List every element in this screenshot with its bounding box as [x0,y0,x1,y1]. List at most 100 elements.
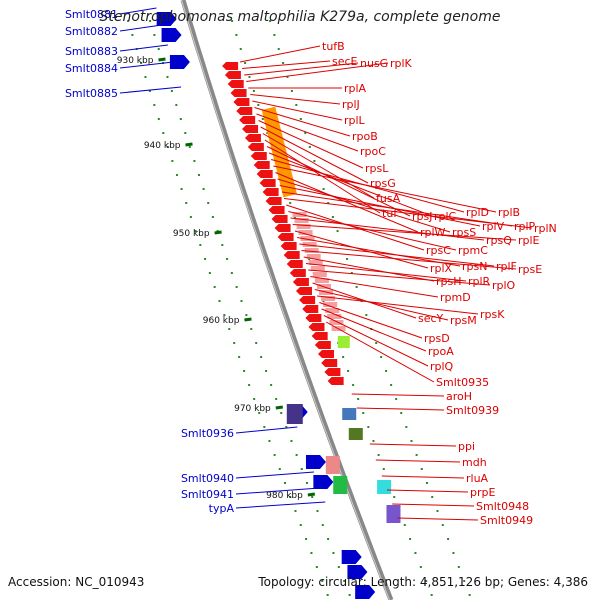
gene-label: rpsG [370,177,396,190]
guide-dot [295,104,298,106]
guide-dot [283,482,286,484]
gene-label-line [239,45,321,63]
guide-dot [452,552,455,554]
gene-label-line [325,321,435,383]
reverse-gene [222,62,239,70]
guide-dot [290,90,293,92]
guide-dot [184,132,187,134]
gene-label: rplO [492,279,516,292]
guide-dot [405,426,408,428]
gene-label: Smlt0882 [65,25,118,38]
guide-dot [255,342,258,344]
reverse-gene [230,89,247,97]
gene-label-line [381,475,465,479]
forward-gene [313,475,334,489]
gene-label: Smlt0936 [181,427,234,440]
guide-dot [321,524,324,526]
gene-label-line [277,178,451,233]
map-title: Stenotrophomonas maltophilia K279a, comp… [99,9,501,25]
gene-label-line [266,146,411,217]
guide-dot [260,356,263,358]
guide-dot [127,20,130,22]
guide-dot [347,370,350,372]
guide-dot [221,244,224,246]
gene-label-line [279,185,481,227]
gene-label-line [119,7,157,15]
guide-dot [286,76,289,78]
gene-label-line [119,24,162,32]
topology-label: Topology: circular; Length: 4,851,126 bp… [258,575,588,589]
gene-label: rplJ [342,98,360,111]
guide-dot [365,314,368,316]
guide-dot [245,314,248,316]
reverse-gene [311,332,328,340]
gene-label: rplX [430,262,453,275]
gene-label: aroH [446,390,472,403]
guide-dot [189,216,192,218]
guide-dot [377,454,380,456]
feature-block [294,218,309,223]
guide-dot [282,62,285,64]
reverse-gene [259,179,276,187]
gene-label: rpmC [458,244,488,257]
feature-block [298,230,313,235]
guide-dot [166,146,169,148]
feature-block [306,254,321,259]
guide-dot [372,440,375,442]
guide-dot [223,314,226,316]
reverse-gene [224,71,241,79]
gene-label-line [283,198,533,229]
feature-block [314,278,329,283]
reverse-gene [308,323,325,331]
guide-dot [385,370,388,372]
gene-label-line [254,107,351,137]
gene-label: rplP [514,220,536,233]
guide-dot [352,384,355,386]
guide-dot [248,76,251,78]
guide-dot [355,286,358,288]
guide-dot [252,90,255,92]
guide-dot [295,454,298,456]
guide-dot [250,328,253,330]
guide-dot [463,580,466,582]
gene-label-line [242,60,331,69]
gene-label-line [297,237,461,267]
guide-dot [157,118,160,120]
guide-dot [202,188,205,190]
guide-dot [457,566,460,568]
gene-label: rplB [498,206,520,219]
guide-dot [188,146,191,148]
guide-dot [157,48,160,50]
gene-label-line [323,315,429,367]
guide-dot [337,566,340,568]
gene-label-line [290,217,485,241]
gene-label-line [310,276,439,298]
gene-label: Smlt0939 [446,404,499,417]
gene-label-line [275,172,419,233]
reverse-gene [321,359,338,367]
guide-dot [362,412,365,414]
guide-dot [468,594,471,596]
guide-dot [294,510,297,512]
reverse-gene [314,341,331,349]
accession-label: Accession: NC_010943 [8,575,145,589]
guide-dot [410,440,413,442]
guide-dot [393,496,396,498]
reverse-gene [302,305,319,313]
guide-dot [441,524,444,526]
reverse-gene [324,368,341,376]
reverse-gene [318,350,335,358]
gene-label: tufB [322,40,345,53]
guide-dot [213,286,216,288]
guide-dot [346,258,349,260]
guide-dot [367,426,370,428]
guide-dot [140,62,143,64]
scale-tick [307,492,316,497]
guide-dot [305,482,308,484]
guide-dot [300,468,303,470]
gene-label: typA [209,502,235,515]
guide-dot [315,566,318,568]
reverse-gene [296,287,313,295]
reverse-gene [305,314,322,322]
